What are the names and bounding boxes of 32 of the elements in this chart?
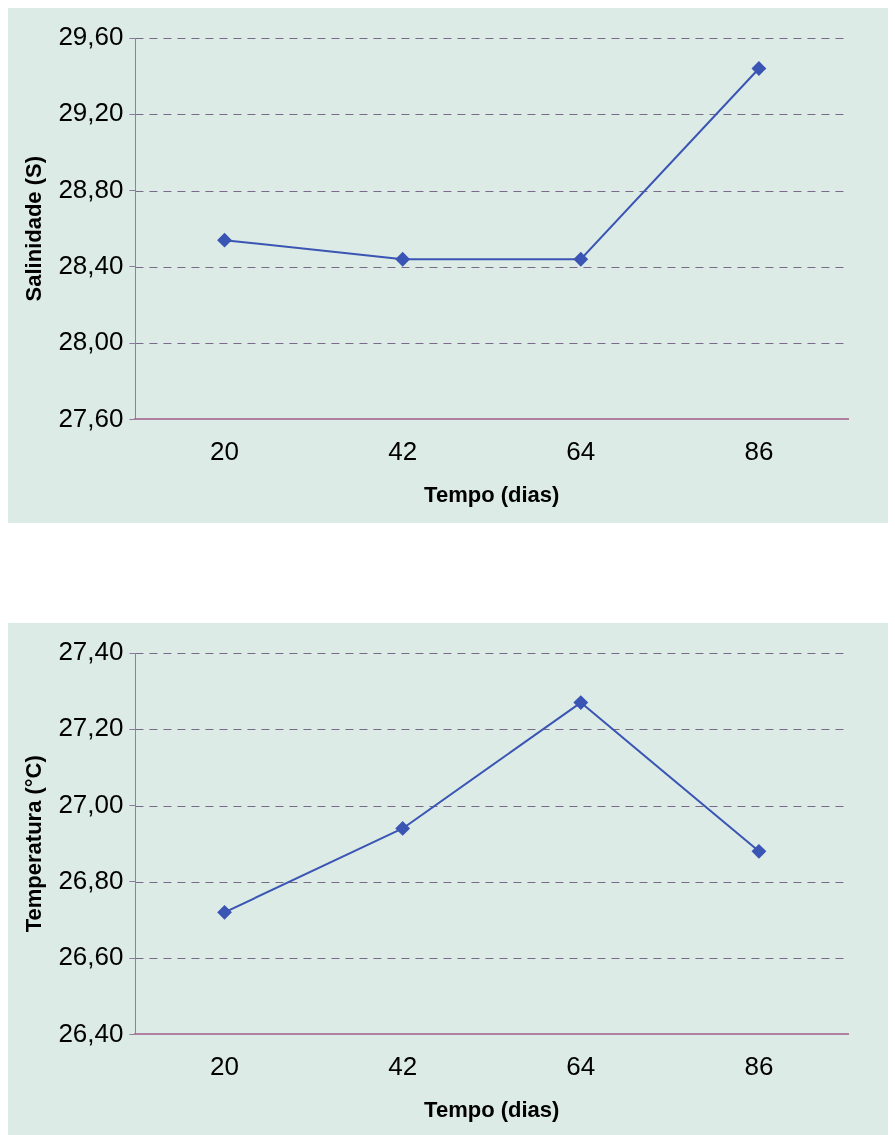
y-tick-label: 29,20 [58, 97, 124, 128]
y-tick-label: 28,00 [58, 326, 124, 357]
y-tick-label: 26,60 [58, 941, 124, 972]
point [217, 233, 232, 248]
y-tick-label: 26,40 [58, 1017, 124, 1048]
point [751, 844, 766, 859]
y-axis-title: Salinidade (S) [21, 155, 47, 302]
point [751, 61, 766, 76]
y-tick-label: 28,80 [58, 173, 124, 204]
point [573, 695, 588, 710]
point [395, 821, 410, 836]
x-tick-label: 20 [210, 436, 239, 467]
y-tick-label: 27,40 [58, 636, 124, 667]
x-tick-label: 42 [388, 1051, 418, 1082]
y-tick-label: 28,40 [58, 250, 124, 281]
y-axis-title: Temperatura (°C) [21, 755, 47, 933]
point [217, 905, 232, 920]
x-tick-label: 64 [566, 436, 596, 467]
x-axis-title: Tempo (dias) [424, 481, 560, 507]
y-tick-label: 27,00 [58, 788, 124, 819]
x-tick-label: 86 [744, 436, 774, 467]
y-tick-label: 27,60 [58, 402, 124, 433]
x-tick-label: 64 [566, 1051, 596, 1082]
x-axis-title: Tempo (dias) [424, 1096, 560, 1122]
x-tick-label: 42 [388, 436, 418, 467]
x-tick-label: 86 [744, 1051, 774, 1082]
y-tick-label: 29,60 [58, 21, 124, 52]
y-tick-label: 27,20 [58, 712, 124, 743]
point [573, 252, 588, 267]
x-tick-label: 20 [210, 1051, 239, 1082]
y-tick-label: 26,80 [58, 865, 124, 896]
point [395, 252, 410, 267]
